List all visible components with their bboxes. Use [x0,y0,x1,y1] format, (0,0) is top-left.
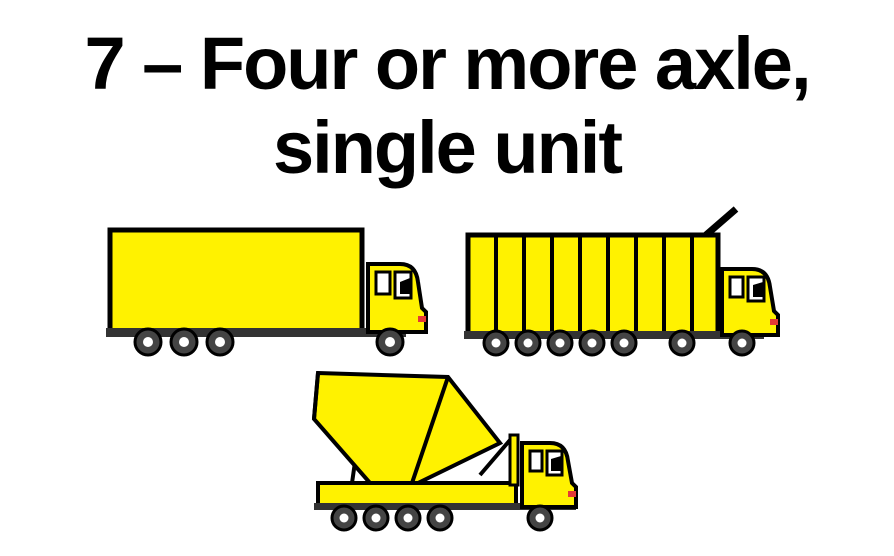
box-truck-icon [106,227,428,357]
title-line-2: single unit [273,106,623,189]
dump-truck-icon [464,206,780,357]
concrete-mixer-truck-icon [311,370,578,532]
title-line-1: 7 – Four or more axle, [84,22,811,105]
page-title: 7 – Four or more axle, single unit [0,22,894,190]
